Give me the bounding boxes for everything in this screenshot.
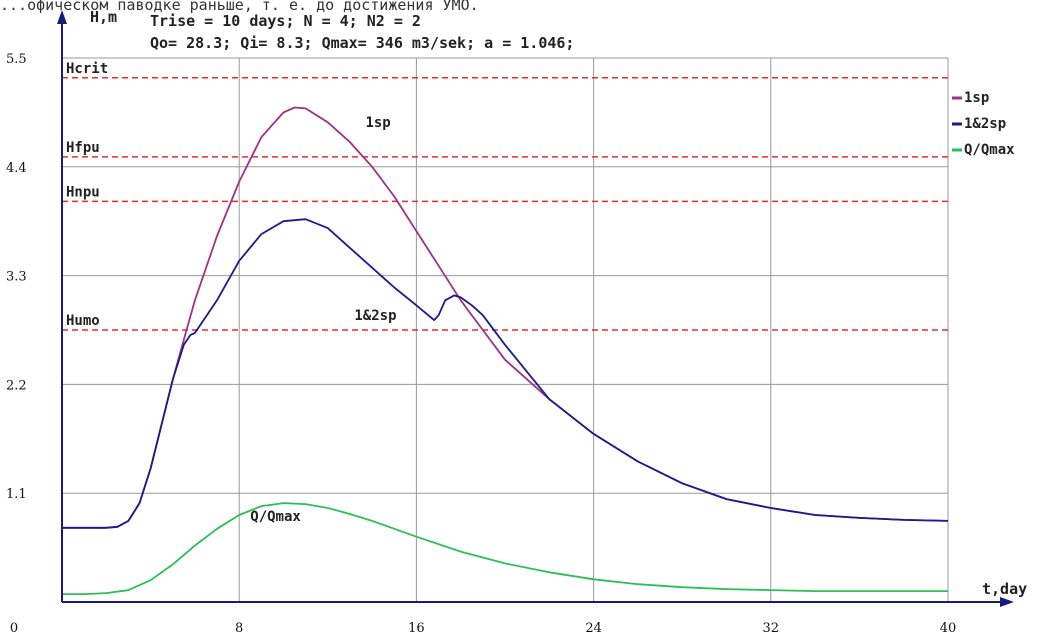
series-line	[62, 218, 949, 529]
x-tick-label: 32	[763, 621, 780, 636]
y-tick-label: 4.4	[6, 161, 27, 176]
series-label: 1sp	[365, 115, 390, 131]
chart-title-line2: Qo= 28.3; Qi= 8.3; Qmax= 346 m3/sek; a =…	[150, 34, 574, 52]
legend: 1sp 1&2sp Q/Qmax	[952, 90, 1015, 158]
y-tick-label: 2.2	[6, 378, 27, 393]
chart-title-line1: Trise = 10 days; N = 4; N2 = 2	[150, 12, 421, 30]
x-tick-label: 16	[408, 621, 425, 636]
x-axis-title: t,day	[982, 580, 1027, 598]
x-axis-arrow	[1000, 597, 1014, 607]
threshold-lines: Hcrit Hfpu Hnpu Humo	[62, 61, 948, 331]
y-tick-label: 5.5	[6, 52, 27, 67]
y-axis-arrow	[57, 10, 67, 24]
series-lines: 1sp 1&2sp Q/Qmax	[62, 106, 949, 595]
x-tick-label: 24	[585, 621, 602, 636]
background-text: ...офическом паводке раньше, т. е. до до…	[0, 0, 479, 14]
y-tick-label: 3.3	[6, 270, 27, 285]
x-tick-label: 0	[10, 621, 18, 636]
threshold-label: Hcrit	[66, 61, 108, 77]
grid	[62, 57, 949, 602]
legend-item: Q/Qmax	[964, 142, 1015, 158]
threshold-label: Humo	[66, 313, 100, 329]
legend-item: 1&2sp	[964, 116, 1006, 132]
y-axis-title: H,m	[90, 8, 117, 26]
series-label: Q/Qmax	[250, 509, 301, 525]
series-line	[62, 502, 948, 595]
axes	[57, 10, 1014, 607]
tick-labels: 1.1 2.2 3.3 4.4 5.5 0 8 16 24 32 40	[6, 52, 956, 636]
x-tick-label: 8	[235, 621, 243, 636]
threshold-label: Hnpu	[66, 184, 100, 200]
y-tick-label: 1.1	[6, 487, 27, 502]
legend-item: 1sp	[964, 90, 989, 106]
x-tick-label: 40	[940, 621, 957, 636]
series-line	[62, 106, 949, 529]
series-label: 1&2sp	[354, 308, 396, 324]
threshold-label: Hfpu	[66, 140, 100, 156]
